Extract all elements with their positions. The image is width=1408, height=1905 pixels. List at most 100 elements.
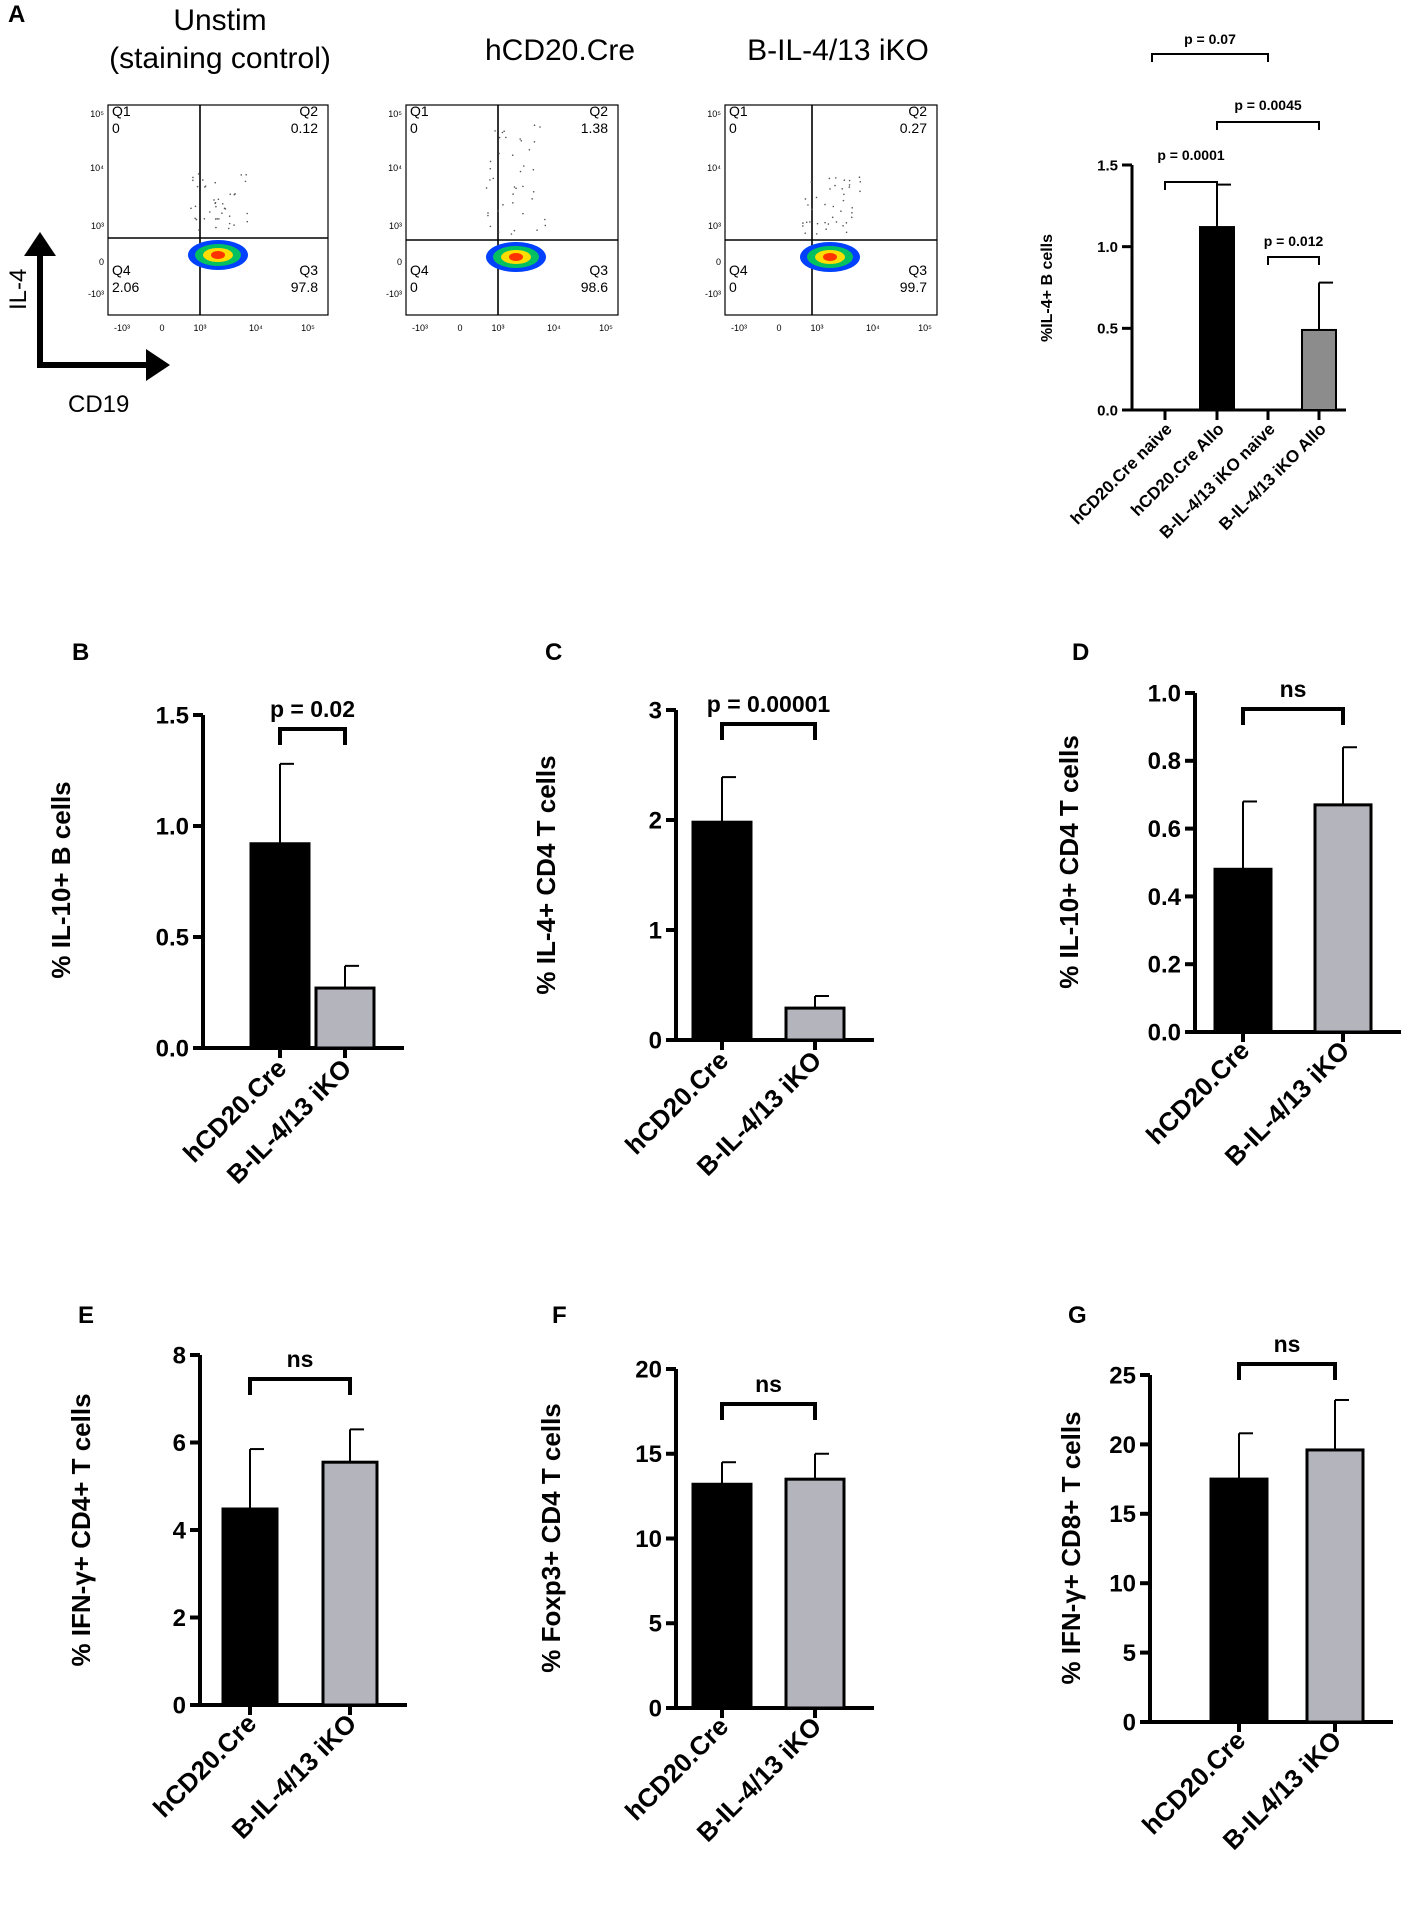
flow-x-tick: 10⁴	[866, 323, 880, 333]
bar	[691, 1482, 753, 1710]
panel-letter-F: F	[552, 1302, 567, 1329]
scatter-event	[522, 212, 524, 215]
scatter-event	[497, 231, 500, 233]
y-axis-label: % Foxp3+ CD4 T cells	[536, 1403, 566, 1672]
scatter-event	[842, 199, 845, 202]
y-tick-label: 0.5	[1097, 321, 1118, 338]
quadrant-q3-label: Q3	[589, 262, 608, 278]
flow-plot-title: (staining control)	[109, 42, 331, 75]
flow-plot-1: Unstim(staining control)Q10Q20.12Q397.8Q…	[88, 4, 331, 333]
significance-bracket	[1267, 256, 1320, 265]
scatter-event	[533, 141, 536, 143]
significance-bracket	[720, 722, 817, 740]
bar-chart-panel-D: 0.00.20.40.60.81.0% IL-10+ CD4 T cellshC…	[1054, 676, 1401, 1172]
quadrant-q4-label: Q4	[112, 262, 131, 278]
scatter-event	[513, 229, 516, 232]
scatter-event	[859, 190, 861, 193]
scatter-event	[824, 203, 826, 206]
scatter-event	[246, 212, 249, 215]
scatter-event	[203, 217, 206, 220]
scatter-event	[834, 184, 836, 187]
bar	[249, 842, 311, 1050]
significance-label: p = 0.00001	[707, 691, 831, 717]
scatter-event	[505, 136, 507, 139]
scatter-event	[519, 170, 522, 173]
panel-letter-E: E	[78, 1302, 94, 1329]
flow-y-tick: -10³	[386, 289, 402, 299]
scatter-event	[802, 225, 804, 227]
scatter-event	[489, 167, 492, 170]
category-label: hCD20.Cre Allo	[1127, 419, 1227, 519]
significance-label: ns	[755, 1371, 782, 1397]
bar	[314, 986, 376, 1050]
flow-plot-3: B-IL-4/13 iKOQ10Q20.27Q399.7Q4010⁵10⁴10³…	[705, 34, 938, 333]
scatter-event	[215, 226, 217, 229]
y-tick-label: 10	[635, 1526, 662, 1553]
panel-letter-G: G	[1068, 1302, 1087, 1329]
flow-y-tick: -10³	[88, 289, 104, 299]
y-tick-label: 2	[173, 1605, 186, 1632]
scatter-event	[842, 225, 844, 227]
flow-plot-title: B-IL-4/13 iKO	[747, 34, 929, 67]
y-tick-label: 15	[635, 1441, 662, 1468]
scatter-event	[848, 179, 851, 182]
scatter-event	[544, 218, 546, 221]
scatter-event	[214, 218, 217, 220]
scatter-event	[805, 221, 808, 224]
flow-plot-title: hCD20.Cre	[485, 34, 635, 67]
scatter-event	[512, 193, 514, 195]
flow-y-tick: -10³	[705, 289, 721, 299]
scatter-event	[810, 181, 813, 184]
y-tick-label: 0	[649, 1695, 662, 1722]
significance-label: p = 0.0001	[1157, 147, 1225, 163]
scatter-event	[497, 210, 499, 212]
y-tick-label: 1.0	[1148, 680, 1181, 707]
quadrant-q1-value: 0	[410, 120, 418, 136]
y-tick-label: 3	[649, 697, 662, 724]
bar	[1305, 1448, 1365, 1724]
scatter-event	[213, 199, 215, 201]
flow-y-tick: 0	[99, 257, 104, 267]
il4-axis-arrowhead	[24, 232, 56, 256]
quadrant-q1-label: Q1	[112, 103, 131, 119]
scatter-event	[859, 180, 862, 183]
scatter-event	[512, 202, 514, 204]
flow-x-tick: 10³	[810, 323, 823, 333]
scatter-event	[489, 160, 492, 163]
scatter-event	[227, 227, 230, 230]
flow-x-tick: 10³	[491, 323, 504, 333]
flow-y-tick: 10⁵	[90, 109, 104, 119]
significance-bracket	[1237, 1362, 1337, 1380]
scatter-event	[523, 165, 525, 167]
scatter-event	[827, 223, 830, 225]
y-tick-label: 2	[649, 807, 662, 834]
y-tick-label: 10	[1109, 1571, 1136, 1598]
flow-x-tick: 10⁴	[249, 323, 263, 333]
scatter-event	[544, 224, 547, 227]
scatter-event	[194, 205, 197, 208]
quadrant-q4-label: Q4	[410, 262, 429, 278]
scatter-event	[216, 218, 218, 220]
scatter-event	[843, 193, 845, 196]
y-axis-label: % IL-10+ CD4 T cells	[1054, 735, 1084, 989]
significance-bracket	[248, 1377, 352, 1395]
scatter-event	[850, 216, 853, 219]
y-tick-label: 0.0	[156, 1035, 189, 1062]
quadrant-q1-value: 0	[729, 120, 737, 136]
significance-bracket	[720, 1402, 817, 1420]
scatter-event	[246, 220, 249, 223]
y-tick-label: 1.0	[1097, 239, 1118, 256]
quadrant-q1-value: 0	[112, 120, 120, 136]
scatter-event	[229, 193, 232, 195]
bar	[1313, 803, 1373, 1034]
y-tick-label: 0	[173, 1692, 186, 1719]
scatter-event	[201, 179, 204, 181]
scatter-event	[485, 187, 488, 189]
scatter-event	[841, 188, 844, 190]
cd19-axis-arrowhead	[146, 349, 170, 381]
scatter-event	[228, 222, 231, 225]
